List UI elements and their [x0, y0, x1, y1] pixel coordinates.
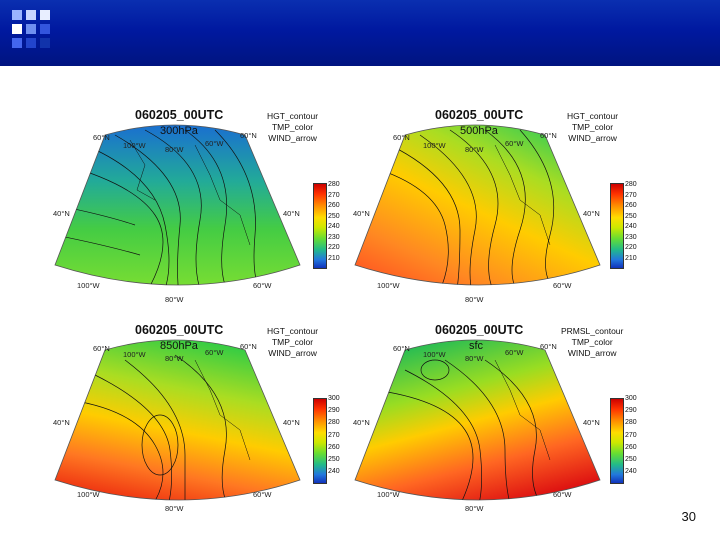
lon-label: 80°W [465, 145, 484, 154]
lat-label: 60°N [240, 131, 257, 140]
lat-label: 40°N [53, 418, 70, 427]
lat-label: 40°N [353, 418, 370, 427]
lon-label: 80°W [165, 145, 184, 154]
panel-vars: HGT_contour TMP_color WIND_arrow [267, 326, 319, 358]
map-850hpa [54, 339, 301, 501]
panel-level: 850hPa [160, 340, 198, 352]
lon-label: 80°W [165, 295, 184, 304]
lat-label: 60°N [393, 133, 410, 142]
panel-300hpa: 060205_00UTC 300hPa HGT_contour TMP_color… [45, 105, 340, 325]
lon-label: 60°W [505, 348, 524, 357]
lat-label: 40°N [283, 418, 300, 427]
panel-title: 060205_00UTC [435, 323, 524, 337]
lat-label: 60°N [540, 342, 557, 351]
page-number: 30 [681, 509, 696, 524]
map-500hpa [354, 124, 601, 286]
colorbar [610, 183, 624, 269]
lat-label: 60°N [393, 344, 410, 353]
colorbar [313, 398, 327, 484]
lon-label: 80°W [165, 504, 184, 513]
lat-label: 40°N [583, 209, 600, 218]
colorbar-ticks: 280 270 260 250 240 230 220 210 [328, 181, 340, 262]
lon-label: 60°W [253, 490, 272, 499]
lat-label: 60°N [240, 342, 257, 351]
lon-label: 80°W [465, 295, 484, 304]
lon-label: 100°W [377, 281, 400, 290]
lon-label: 100°W [77, 490, 100, 499]
lon-label: 100°W [123, 350, 146, 359]
logo-squares-icon [12, 10, 56, 54]
panel-vars: HGT_contour TMP_color WIND_arrow [567, 111, 619, 143]
colorbar-ticks: 300 290 280 270 260 250 240 [328, 395, 340, 476]
lon-label: 60°W [553, 281, 572, 290]
panel-vars: HGT_contour TMP_color WIND_arrow [267, 111, 319, 143]
panel-vars: PRMSL_contour TMP_color WIND_arrow [561, 326, 624, 358]
map-300hpa [54, 124, 301, 286]
lat-label: 40°N [353, 209, 370, 218]
lon-label: 60°W [553, 490, 572, 499]
lat-label: 60°N [93, 344, 110, 353]
slide-header-bar [0, 0, 720, 66]
lon-label: 100°W [123, 141, 146, 150]
lon-label: 60°W [505, 139, 524, 148]
lat-label: 60°N [540, 131, 557, 140]
colorbar [313, 183, 327, 269]
lat-label: 40°N [53, 209, 70, 218]
panel-title: 060205_00UTC [135, 108, 224, 122]
panel-level: 300hPa [160, 125, 198, 137]
colorbar-ticks: 300 290 280 270 260 250 240 [625, 395, 637, 476]
map-sfc [354, 339, 601, 501]
panel-level: sfc [469, 340, 484, 352]
lon-label: 80°W [165, 354, 184, 363]
panel-sfc: 060205_00UTC sfc PRMSL_contour TMP_color W… [345, 320, 637, 540]
lon-label: 100°W [423, 350, 446, 359]
panel-level: 500hPa [460, 125, 498, 137]
lon-label: 60°W [253, 281, 272, 290]
lon-label: 80°W [465, 354, 484, 363]
colorbar [610, 398, 624, 484]
panel-500hpa: 060205_00UTC 500hPa HGT_contour TMP_color… [345, 105, 637, 325]
lat-label: 40°N [283, 209, 300, 218]
panel-title: 060205_00UTC [135, 323, 224, 337]
lon-label: 60°W [205, 139, 224, 148]
panel-850hpa: 060205_00UTC 850hPa HGT_contour TMP_color… [45, 320, 340, 540]
lon-label: 80°W [465, 504, 484, 513]
lat-label: 60°N [93, 133, 110, 142]
lon-label: 100°W [423, 141, 446, 150]
lon-label: 100°W [77, 281, 100, 290]
panel-title: 060205_00UTC [435, 108, 524, 122]
colorbar-ticks: 280 270 260 250 240 230 220 210 [625, 181, 637, 262]
lon-label: 100°W [377, 490, 400, 499]
lat-label: 40°N [583, 418, 600, 427]
lon-label: 60°W [205, 348, 224, 357]
